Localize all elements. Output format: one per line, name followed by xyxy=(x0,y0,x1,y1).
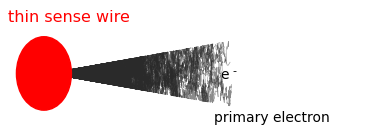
Text: primary electron: primary electron xyxy=(214,111,330,125)
Text: e: e xyxy=(220,68,228,82)
Ellipse shape xyxy=(16,37,71,110)
Text: thin sense wire: thin sense wire xyxy=(8,10,130,25)
Text: -: - xyxy=(232,66,236,76)
